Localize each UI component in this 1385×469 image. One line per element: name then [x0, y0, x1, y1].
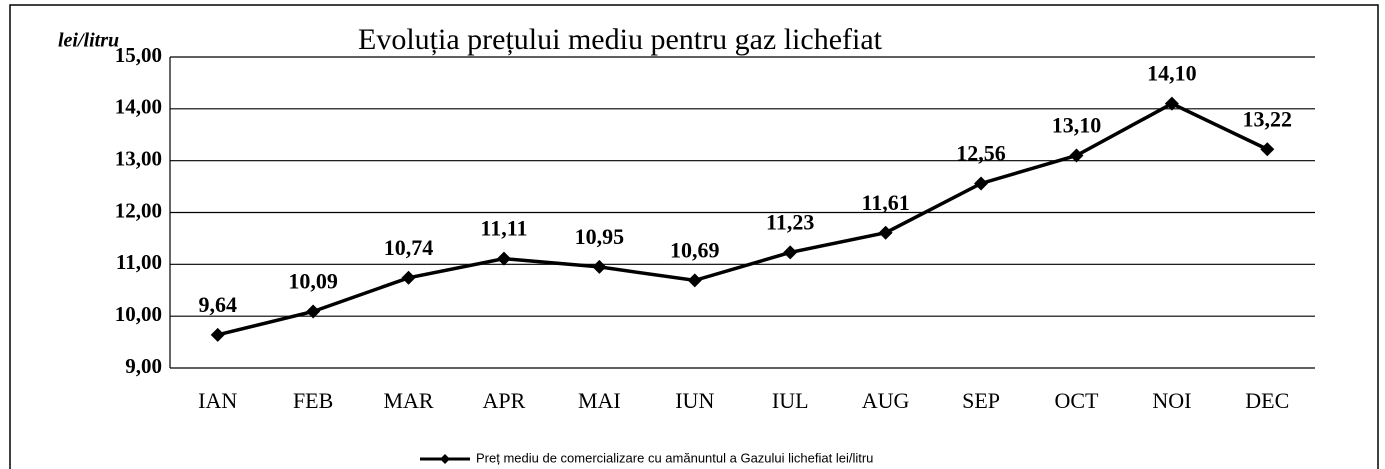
x-tick-label: MAI — [578, 388, 621, 413]
x-tick-label: DEC — [1245, 388, 1289, 413]
chart-border — [9, 4, 1379, 469]
data-label: 12,56 — [956, 141, 1006, 166]
legend-label: Preț mediu de comercializare cu amănuntu… — [476, 450, 873, 465]
y-tick-label: 14,00 — [115, 95, 162, 119]
point-marker — [592, 259, 607, 274]
data-label: 10,95 — [575, 224, 625, 249]
x-tick-label: NOI — [1152, 388, 1191, 413]
point-marker — [1164, 96, 1179, 111]
point-marker — [496, 251, 511, 266]
data-label: 13,10 — [1052, 113, 1102, 138]
data-label: 10,09 — [288, 269, 338, 294]
point-marker — [783, 245, 798, 260]
x-tick-label: FEB — [293, 388, 333, 413]
legend-marker — [440, 454, 450, 464]
point-marker — [878, 225, 893, 240]
data-label: 11,61 — [861, 190, 909, 215]
y-tick-label: 11,00 — [116, 250, 162, 274]
data-label: 13,22 — [1243, 106, 1293, 131]
point-marker — [401, 270, 416, 285]
point-marker — [687, 273, 702, 288]
y-tick-label: 15,00 — [115, 43, 162, 67]
x-tick-label: MAR — [383, 388, 433, 413]
x-tick-label: APR — [483, 388, 526, 413]
data-label: 11,23 — [766, 209, 814, 234]
x-tick-label: AUG — [862, 388, 910, 413]
x-tick-label: SEP — [962, 388, 1000, 413]
point-marker — [210, 327, 225, 342]
data-label: 10,74 — [384, 235, 434, 260]
chart-title: Evoluția prețului mediu pentru gaz liche… — [358, 23, 883, 56]
y-tick-label: 9,00 — [125, 354, 162, 378]
data-label: 14,10 — [1147, 61, 1197, 86]
point-marker — [1260, 142, 1275, 157]
x-tick-label: IAN — [198, 388, 237, 413]
data-label: 10,69 — [670, 237, 720, 262]
y-tick-label: 12,00 — [115, 198, 162, 222]
x-tick-label: IUL — [772, 388, 809, 413]
data-label: 11,11 — [480, 216, 527, 241]
series-line — [217, 101, 1269, 337]
data-label: 9,64 — [198, 292, 237, 317]
point-marker — [974, 176, 989, 191]
y-axis-label: lei/litru — [58, 30, 119, 52]
point-marker — [1069, 148, 1084, 163]
x-tick-label: IUN — [675, 388, 714, 413]
point-marker — [306, 304, 321, 319]
y-tick-label: 13,00 — [115, 146, 162, 170]
y-tick-label: 10,00 — [115, 302, 162, 326]
x-tick-label: OCT — [1054, 388, 1099, 413]
